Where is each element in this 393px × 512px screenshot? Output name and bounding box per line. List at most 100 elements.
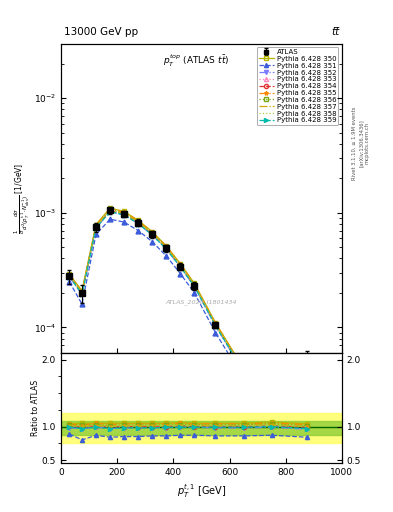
Pythia 6.428 358 xyxy=(122,210,127,217)
Pythia 6.428 356 xyxy=(122,210,127,216)
Pythia 6.428 351 xyxy=(164,253,169,259)
X-axis label: $p_T^{t,1}$ [GeV]: $p_T^{t,1}$ [GeV] xyxy=(176,483,226,500)
Line: Pythia 6.428 355: Pythia 6.428 355 xyxy=(67,206,309,422)
Pythia 6.428 356 xyxy=(241,367,246,373)
Pythia 6.428 359 xyxy=(94,225,98,231)
Pythia 6.428 350 xyxy=(305,357,309,363)
Pythia 6.428 358 xyxy=(94,223,98,229)
Pythia 6.428 357 xyxy=(178,262,183,268)
Pythia 6.428 357 xyxy=(213,321,218,327)
Pythia 6.428 353 xyxy=(305,359,309,365)
Bar xyxy=(61,413,342,443)
Pythia 6.428 350 xyxy=(178,261,183,267)
Pythia 6.428 359 xyxy=(305,360,309,367)
Pythia 6.428 351 xyxy=(305,368,309,374)
Pythia 6.428 350 xyxy=(150,228,154,234)
Line: Pythia 6.428 351: Pythia 6.428 351 xyxy=(67,217,309,432)
Pythia 6.428 358 xyxy=(136,219,141,225)
Text: Rivet 3.1.10, ≥ 1.9M events: Rivet 3.1.10, ≥ 1.9M events xyxy=(352,106,357,180)
Pythia 6.428 359 xyxy=(67,273,72,280)
Pythia 6.428 357 xyxy=(241,367,246,373)
Pythia 6.428 358 xyxy=(241,367,246,373)
Pythia 6.428 358 xyxy=(305,359,309,365)
Pythia 6.428 356 xyxy=(80,289,84,295)
Pythia 6.428 358 xyxy=(213,322,218,328)
Pythia 6.428 357 xyxy=(67,272,72,278)
Pythia 6.428 350 xyxy=(67,271,72,278)
Pythia 6.428 351 xyxy=(108,216,112,222)
Line: Pythia 6.428 350: Pythia 6.428 350 xyxy=(67,206,309,421)
Pythia 6.428 359 xyxy=(122,212,127,218)
Pythia 6.428 350 xyxy=(108,205,112,211)
Pythia 6.428 357 xyxy=(108,207,112,213)
Pythia 6.428 354 xyxy=(164,245,169,251)
Pythia 6.428 352 xyxy=(192,284,197,290)
Pythia 6.428 350 xyxy=(80,287,84,293)
Pythia 6.428 359 xyxy=(80,291,84,297)
Pythia 6.428 353 xyxy=(150,231,154,237)
Pythia 6.428 352 xyxy=(269,419,274,425)
Pythia 6.428 354 xyxy=(269,418,274,424)
Text: tt̅: tt̅ xyxy=(331,27,339,37)
Pythia 6.428 353 xyxy=(108,207,112,214)
Pythia 6.428 353 xyxy=(241,367,246,373)
Pythia 6.428 356 xyxy=(67,272,72,278)
Pythia 6.428 357 xyxy=(164,244,169,250)
Pythia 6.428 354 xyxy=(136,220,141,226)
Pythia 6.428 353 xyxy=(164,245,169,251)
Pythia 6.428 353 xyxy=(94,223,98,229)
Pythia 6.428 354 xyxy=(108,208,112,214)
Pythia 6.428 357 xyxy=(80,290,84,296)
Pythia 6.428 358 xyxy=(269,418,274,424)
Pythia 6.428 352 xyxy=(136,221,141,227)
Pythia 6.428 357 xyxy=(136,219,141,225)
Pythia 6.428 350 xyxy=(192,281,197,287)
Pythia 6.428 352 xyxy=(67,274,72,280)
Pythia 6.428 354 xyxy=(80,290,84,296)
Line: Pythia 6.428 359: Pythia 6.428 359 xyxy=(67,209,309,424)
Pythia 6.428 357 xyxy=(150,230,154,237)
Pythia 6.428 354 xyxy=(178,263,183,269)
Text: mcplots.cern.ch: mcplots.cern.ch xyxy=(365,122,370,164)
Pythia 6.428 359 xyxy=(269,419,274,425)
Text: 13000 GeV pp: 13000 GeV pp xyxy=(64,27,138,37)
Pythia 6.428 351 xyxy=(80,301,84,307)
Pythia 6.428 359 xyxy=(192,283,197,289)
Pythia 6.428 354 xyxy=(94,224,98,230)
Pythia 6.428 358 xyxy=(178,263,183,269)
Pythia 6.428 350 xyxy=(94,222,98,228)
Pythia 6.428 353 xyxy=(213,322,218,328)
Pythia 6.428 352 xyxy=(122,212,127,218)
Pythia 6.428 351 xyxy=(94,231,98,238)
Pythia 6.428 356 xyxy=(108,207,112,213)
Pythia 6.428 352 xyxy=(241,369,246,375)
Line: Pythia 6.428 357: Pythia 6.428 357 xyxy=(69,210,307,420)
Pythia 6.428 355 xyxy=(269,416,274,422)
Pythia 6.428 352 xyxy=(164,246,169,252)
Pythia 6.428 355 xyxy=(94,222,98,228)
Pythia 6.428 351 xyxy=(178,270,183,276)
Bar xyxy=(61,421,342,435)
Pythia 6.428 354 xyxy=(150,231,154,237)
Pythia 6.428 352 xyxy=(94,225,98,231)
Pythia 6.428 355 xyxy=(136,218,141,224)
Pythia 6.428 358 xyxy=(150,231,154,237)
Pythia 6.428 350 xyxy=(213,319,218,326)
Pythia 6.428 353 xyxy=(136,219,141,225)
Legend: ATLAS, Pythia 6.428 350, Pythia 6.428 351, Pythia 6.428 352, Pythia 6.428 353, P: ATLAS, Pythia 6.428 350, Pythia 6.428 35… xyxy=(257,47,338,125)
Pythia 6.428 354 xyxy=(192,283,197,289)
Pythia 6.428 350 xyxy=(269,416,274,422)
Pythia 6.428 353 xyxy=(80,290,84,296)
Line: Pythia 6.428 353: Pythia 6.428 353 xyxy=(67,208,309,423)
Line: Pythia 6.428 354: Pythia 6.428 354 xyxy=(67,208,309,423)
Pythia 6.428 356 xyxy=(136,219,141,225)
Pythia 6.428 358 xyxy=(80,290,84,296)
Pythia 6.428 358 xyxy=(108,207,112,214)
Pythia 6.428 356 xyxy=(164,244,169,250)
Pythia 6.428 355 xyxy=(178,261,183,267)
Pythia 6.428 352 xyxy=(108,209,112,215)
Pythia 6.428 354 xyxy=(305,359,309,366)
Pythia 6.428 350 xyxy=(122,208,127,215)
Pythia 6.428 356 xyxy=(94,223,98,229)
Pythia 6.428 352 xyxy=(178,264,183,270)
